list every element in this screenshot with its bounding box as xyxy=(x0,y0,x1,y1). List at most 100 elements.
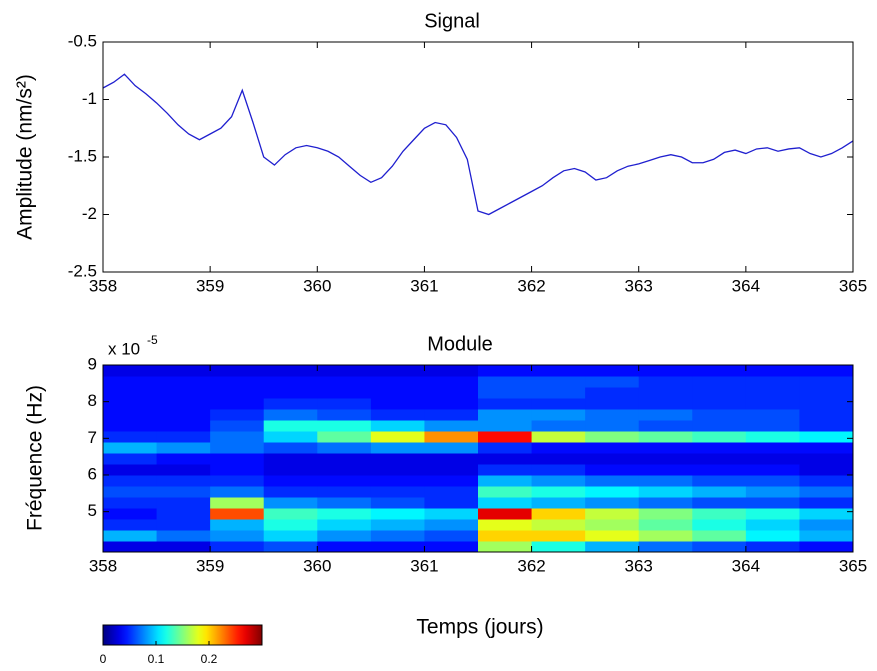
heatmap-cell xyxy=(317,431,372,443)
heatmap-cell xyxy=(103,365,158,377)
heatmap-cell xyxy=(638,541,693,553)
heatmap-cell xyxy=(638,530,693,542)
heatmap-cell xyxy=(370,464,425,476)
x-tick-label: 364 xyxy=(732,276,760,295)
heatmap-cell xyxy=(638,409,693,421)
y-tick-label: 9 xyxy=(88,354,97,373)
heatmap-cell xyxy=(156,530,211,542)
heatmap-cell xyxy=(478,376,533,388)
heatmap-cell xyxy=(370,442,425,454)
heatmap-cell xyxy=(692,497,747,509)
heatmap-cell xyxy=(585,475,640,487)
heatmap-cell xyxy=(585,365,640,377)
heatmap-cell xyxy=(317,464,372,476)
heatmap-cell xyxy=(424,497,479,509)
x-tick-label: 360 xyxy=(303,556,331,575)
heatmap-cell xyxy=(799,376,854,388)
heatmap-cell xyxy=(585,486,640,498)
heatmap-cell xyxy=(745,464,800,476)
signal-line xyxy=(102,73,854,216)
heatmap-cell xyxy=(370,420,425,432)
heatmap-cell xyxy=(156,519,211,531)
heatmap-cell xyxy=(478,442,533,454)
heatmap-cell xyxy=(638,497,693,509)
heatmap-cell xyxy=(156,497,211,509)
heatmap-cell xyxy=(478,497,533,509)
heatmap-cell xyxy=(799,453,854,465)
y-tick-label: 6 xyxy=(88,464,97,483)
heatmap-cell xyxy=(745,541,800,553)
heatmap-cell xyxy=(531,387,586,399)
heatmap-cell xyxy=(585,387,640,399)
heatmap-cell xyxy=(692,431,747,443)
heatmap-cell xyxy=(317,398,372,410)
heatmap-cell xyxy=(478,530,533,542)
x-tick-label: 365 xyxy=(839,556,867,575)
heatmap-cell xyxy=(745,420,800,432)
heatmap-cell xyxy=(103,486,158,498)
heatmap-cell xyxy=(638,508,693,520)
heatmap-cell xyxy=(263,420,318,432)
heatmap-cell xyxy=(531,530,586,542)
heatmap-cell xyxy=(370,530,425,542)
heatmap-cell xyxy=(263,475,318,487)
heatmap-cell xyxy=(317,376,372,388)
heatmap-cell xyxy=(317,497,372,509)
heatmap-cell xyxy=(317,409,372,421)
heatmap-cell xyxy=(585,431,640,443)
heatmap-cell xyxy=(692,464,747,476)
heatmap-cell xyxy=(103,398,158,410)
heatmap-cell xyxy=(263,486,318,498)
heatmap-cell xyxy=(638,475,693,487)
axis-multiplier-exponent: -5 xyxy=(147,333,158,347)
heatmap-cell xyxy=(692,442,747,454)
heatmap-cell xyxy=(745,508,800,520)
heatmap-cell xyxy=(638,398,693,410)
heatmap-cell xyxy=(156,431,211,443)
heatmap-cell xyxy=(531,464,586,476)
heatmap-cell xyxy=(745,453,800,465)
heatmap-cell xyxy=(799,486,854,498)
heatmap-cell xyxy=(799,475,854,487)
heatmap-cell xyxy=(370,453,425,465)
heatmap-cell xyxy=(370,475,425,487)
heatmap-cell xyxy=(210,508,265,520)
heatmap-cell xyxy=(692,475,747,487)
heatmap-cell xyxy=(263,464,318,476)
heatmap-cell xyxy=(478,486,533,498)
heatmap-cell xyxy=(745,519,800,531)
heatmap-cell xyxy=(317,486,372,498)
heatmap-cell xyxy=(478,409,533,421)
x-tick-label: 361 xyxy=(410,276,438,295)
heatmap-cell xyxy=(585,398,640,410)
y-axis-label: Fréquence (Hz) xyxy=(24,385,47,531)
heatmap-cell xyxy=(745,409,800,421)
heatmap-cell xyxy=(263,409,318,421)
heatmap-cell xyxy=(424,442,479,454)
heatmap-cell xyxy=(799,409,854,421)
heatmap-cell xyxy=(103,387,158,399)
heatmap-cell xyxy=(585,464,640,476)
heatmap-cell xyxy=(103,464,158,476)
heatmap-cell xyxy=(370,398,425,410)
heatmap-cell xyxy=(317,420,372,432)
heatmap-cell xyxy=(799,508,854,520)
axis-multiplier: x 10 xyxy=(108,339,140,358)
heatmap-cell xyxy=(156,420,211,432)
heatmap-cell xyxy=(478,519,533,531)
heatmap-cell xyxy=(638,365,693,377)
heatmap-cell xyxy=(692,387,747,399)
heatmap-cell xyxy=(263,442,318,454)
heatmap-cell xyxy=(263,365,318,377)
heatmap-cell xyxy=(638,387,693,399)
x-tick-label: 362 xyxy=(517,556,545,575)
heatmap-cell xyxy=(317,365,372,377)
x-tick-label: 363 xyxy=(625,556,653,575)
heatmap-cell xyxy=(531,497,586,509)
heatmap-cell xyxy=(799,541,854,553)
heatmap-cell xyxy=(531,508,586,520)
heatmap-cell xyxy=(210,497,265,509)
heatmap-cell xyxy=(585,530,640,542)
heatmap-cell xyxy=(585,442,640,454)
heatmap-cell xyxy=(263,497,318,509)
